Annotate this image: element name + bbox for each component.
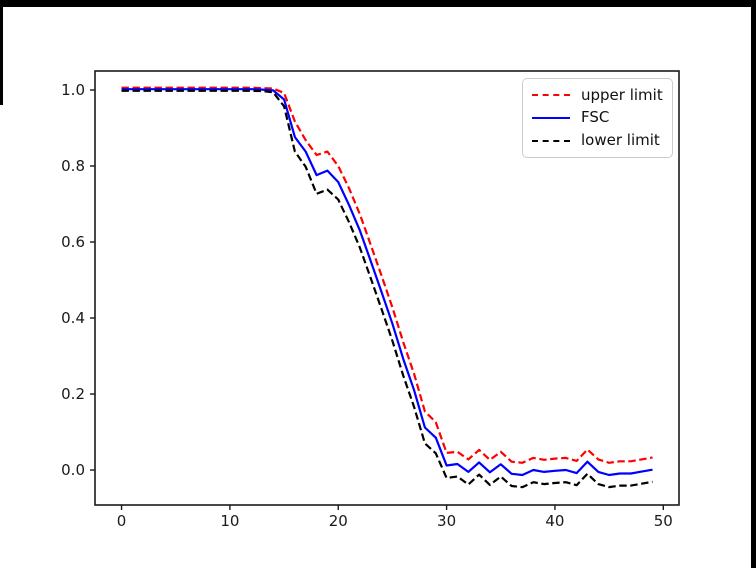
series-line-FSC [121, 88, 653, 477]
plot-frame [94, 70, 680, 506]
x-tick-label: 0 [117, 512, 127, 530]
y-tick-label: 0.6 [61, 233, 85, 251]
legend-label-fsc: FSC [581, 108, 610, 127]
series-line-lower-limit [121, 89, 653, 489]
x-tick-label: 40 [545, 512, 564, 530]
x-tick-label: 50 [654, 512, 673, 530]
legend-label-upper-limit: upper limit [581, 85, 663, 104]
screenshot-right-border [751, 0, 756, 568]
screenshot-top-border [0, 0, 756, 7]
lower-limit-line-sample [532, 139, 570, 142]
x-tick-label: 20 [329, 512, 348, 530]
x-tick-label: 30 [437, 512, 456, 530]
series-line-upper-limit [121, 86, 653, 464]
y-tick-label: 1.0 [61, 81, 85, 99]
y-tick-label: 0.8 [61, 157, 85, 175]
x-tick-label: 10 [220, 512, 239, 530]
y-tick-label: 0.4 [61, 309, 85, 327]
fsc-line-sample [532, 116, 570, 119]
legend-label-lower-limit: lower limit [581, 131, 660, 150]
legend-entry-upper-limit: upper limit [532, 85, 663, 104]
legend-entry-lower-limit: lower limit [532, 133, 663, 148]
screenshot-left-border [0, 0, 3, 105]
legend: upper limit FSC lower limit [522, 78, 673, 158]
legend-entry-fsc: FSC [532, 110, 663, 125]
upper-limit-line-sample [532, 94, 570, 97]
y-tick-label: 0.2 [61, 385, 85, 403]
y-tick-label: 0.0 [61, 461, 85, 479]
